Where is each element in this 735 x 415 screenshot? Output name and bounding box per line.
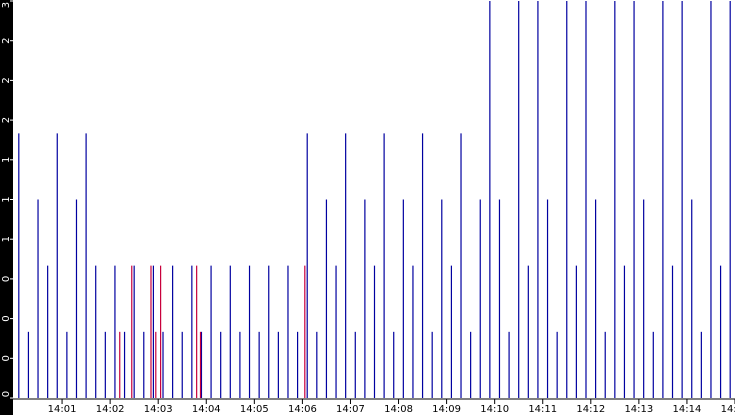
x-tick-label: 14:09 (432, 404, 461, 415)
y-tick-label: 2 (1, 77, 12, 83)
y-tick-label: 2 (1, 117, 12, 123)
y-tick-label: 0 (1, 391, 12, 397)
x-tick-label: 14:05 (240, 404, 269, 415)
y-tick-label: 1 (1, 236, 12, 242)
y-tick-label: 2 (1, 38, 12, 44)
x-tick-label: 14:06 (288, 404, 317, 415)
y-tick-label: 1 (1, 157, 12, 163)
x-tick-label: 14:02 (96, 404, 125, 415)
y-tick-label: 0 (1, 276, 12, 282)
x-tick-label: 14:15 (721, 404, 735, 415)
x-tick-label: 14:03 (144, 404, 173, 415)
x-tick-label: 14:08 (384, 404, 413, 415)
x-tick-label: 14:07 (336, 404, 365, 415)
y-axis-band (0, 0, 13, 415)
y-tick-label: 0 (1, 355, 12, 361)
x-tick-label: 14:14 (673, 404, 702, 415)
x-tick-label: 14:13 (624, 404, 653, 415)
x-tick-label: 14:11 (528, 404, 557, 415)
x-tick-label: 14:04 (192, 404, 221, 415)
x-tick-label: 14:10 (480, 404, 509, 415)
x-tick-label: 14:01 (48, 404, 77, 415)
y-tick-label: 0 (1, 315, 12, 321)
y-tick-label: 1 (1, 196, 12, 202)
y-tick-label: 3 (1, 2, 12, 8)
x-tick-label: 14:12 (576, 404, 605, 415)
